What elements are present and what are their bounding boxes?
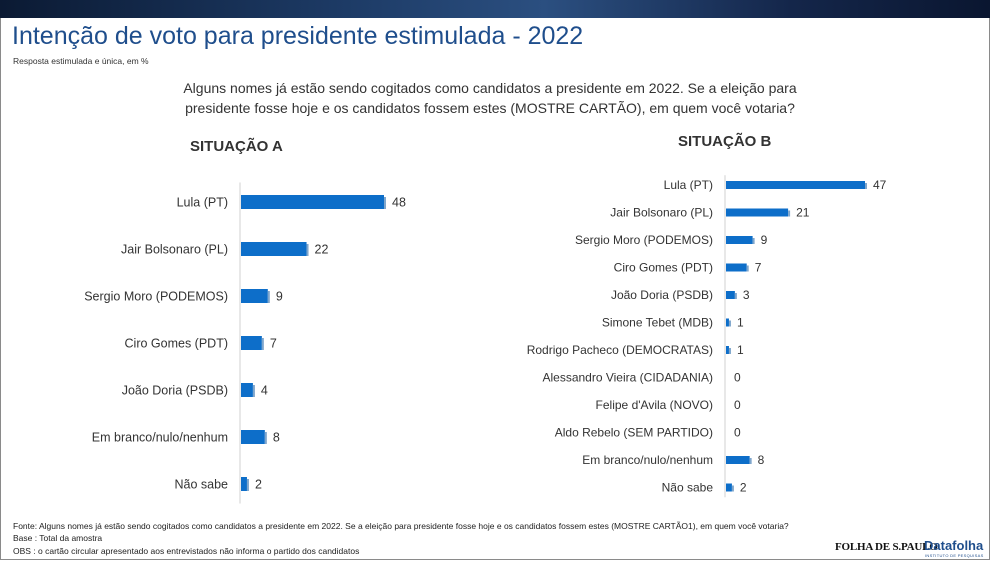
chart-b-value-label: 7 (755, 261, 762, 275)
chart-b-category-label: Ciro Gomes (PDT) (614, 261, 713, 275)
chart-a-bar-shadow (252, 385, 255, 397)
chart-b-category-label: Rodrigo Pacheco (DEMOCRATAS) (527, 343, 713, 357)
chart-b-value-label: 0 (734, 426, 741, 440)
chart-b-bar-shadow (788, 210, 791, 217)
chart-a-category-label: Não sabe (174, 477, 228, 491)
chart-b-value-label: 3 (743, 288, 750, 302)
chart-b-bar-shadow (752, 238, 755, 244)
chart-b-bar (726, 208, 789, 217)
chart-a-category-label: Em branco/nulo/nenhum (92, 430, 228, 444)
chart-a-bar (241, 477, 247, 491)
chart-b-bar-shadow (749, 458, 752, 464)
chart-b-category-label: Em branco/nulo/nenhum (582, 453, 713, 467)
chart-b-category-label: Aldo Rebelo (SEM PARTIDO) (555, 426, 713, 440)
chart-a-bar-shadow (264, 432, 267, 444)
chart-b-value-label: 0 (734, 371, 741, 385)
chart-a-category-label: Jair Bolsonaro (PL) (121, 242, 228, 256)
chart-b-category-label: Não sabe (662, 481, 714, 495)
chart-b-value-label: 8 (758, 453, 765, 467)
chart-a-value-label: 9 (276, 289, 283, 303)
chart-a-value-label: 2 (255, 477, 262, 491)
chart-a-bar-shadow (306, 244, 309, 256)
chart-b-bar-shadow (731, 485, 734, 492)
question-line-2: presidente fosse hoje e os candidatos fo… (185, 100, 795, 116)
chart-b-category-label: Sergio Moro (PODEMOS) (575, 233, 713, 247)
question-line-1: Alguns nomes já estão sendo cogitados co… (183, 80, 797, 96)
chart-a-value-label: 7 (270, 336, 277, 350)
chart-a-category-label: Sergio Moro (PODEMOS) (84, 289, 228, 303)
chart-b-value-label: 21 (796, 206, 810, 220)
chart-b-bar (726, 236, 753, 244)
chart-b-bar (726, 291, 735, 299)
datafolha-logo-subtitle: INSTITUTO DE PESQUISAS (925, 553, 984, 558)
chart-a-bar-shadow (246, 479, 249, 491)
chart-a-bar-shadow (261, 338, 264, 350)
chart-b-value-label: 0 (734, 398, 741, 412)
chart-b-bar-shadow (865, 183, 867, 189)
chart-a-category-label: Ciro Gomes (PDT) (125, 336, 228, 350)
chart-b-bar (726, 181, 865, 189)
page-title: Intenção de voto para presidente estimul… (12, 22, 584, 50)
chart-b-bar-shadow (746, 265, 749, 272)
chart-b-bar-shadow (734, 293, 737, 299)
chart-b-title: SITUAÇÃO B (678, 133, 772, 150)
survey-question: Alguns nomes já estão sendo cogitados co… (140, 78, 840, 118)
chart-a-category-label: Lula (PT) (177, 195, 228, 209)
chart-b-value-label: 1 (737, 316, 744, 330)
folha-logo: FOLHA DE S.PAULO (835, 541, 938, 553)
chart-a-bar (241, 242, 307, 256)
chart-a-bar (241, 289, 268, 303)
chart-a-category-label: João Doria (PSDB) (122, 383, 228, 397)
chart-a-value-label: 22 (315, 242, 329, 256)
footer-base: Base : Total da amostra (13, 533, 103, 543)
footer-source: Fonte: Alguns nomes já estão sendo cogit… (13, 521, 789, 531)
chart-a-value-label: 8 (273, 430, 280, 444)
chart-b-bar (726, 263, 747, 272)
chart-a-bar-shadow (384, 197, 386, 209)
chart-b-bar-shadow (728, 320, 731, 327)
chart-a-bar (241, 336, 262, 350)
header-banner (0, 0, 990, 18)
chart-b-bar (726, 346, 729, 354)
chart-b-value-label: 2 (740, 481, 747, 495)
chart-b-category-label: Simone Tebet (MDB) (602, 316, 713, 330)
chart-b-bar (726, 456, 750, 464)
chart-b-bar (726, 483, 732, 492)
chart-b-value-label: 47 (873, 178, 887, 192)
chart-a-value-label: 4 (261, 383, 268, 397)
chart-b-bar-shadow (728, 348, 731, 354)
chart-b-category-label: Jair Bolsonaro (PL) (610, 206, 713, 220)
page-subtitle: Resposta estimulada e única, em % (13, 56, 149, 66)
chart-a-title: SITUAÇÃO A (190, 138, 283, 155)
chart-a-bar (241, 195, 384, 209)
chart-b-category-label: Lula (PT) (664, 178, 713, 192)
chart-a-bar (241, 383, 253, 397)
footer-obs: OBS : o cartão circular apresentado aos … (13, 546, 360, 556)
chart-a-bar-shadow (267, 291, 270, 303)
chart-b-category-label: Alessandro Vieira (CIDADANIA) (542, 371, 713, 385)
chart-b-category-label: Felipe d'Avila (NOVO) (596, 398, 713, 412)
chart-b-value-label: 9 (761, 233, 768, 247)
chart-a-value-label: 48 (392, 195, 406, 209)
chart-b-bar (726, 318, 729, 327)
chart-b-category-label: João Doria (PSDB) (611, 288, 713, 302)
chart-a-bar (241, 430, 265, 444)
chart-b-value-label: 1 (737, 343, 744, 357)
datafolha-logo: Datafolha (924, 538, 984, 553)
